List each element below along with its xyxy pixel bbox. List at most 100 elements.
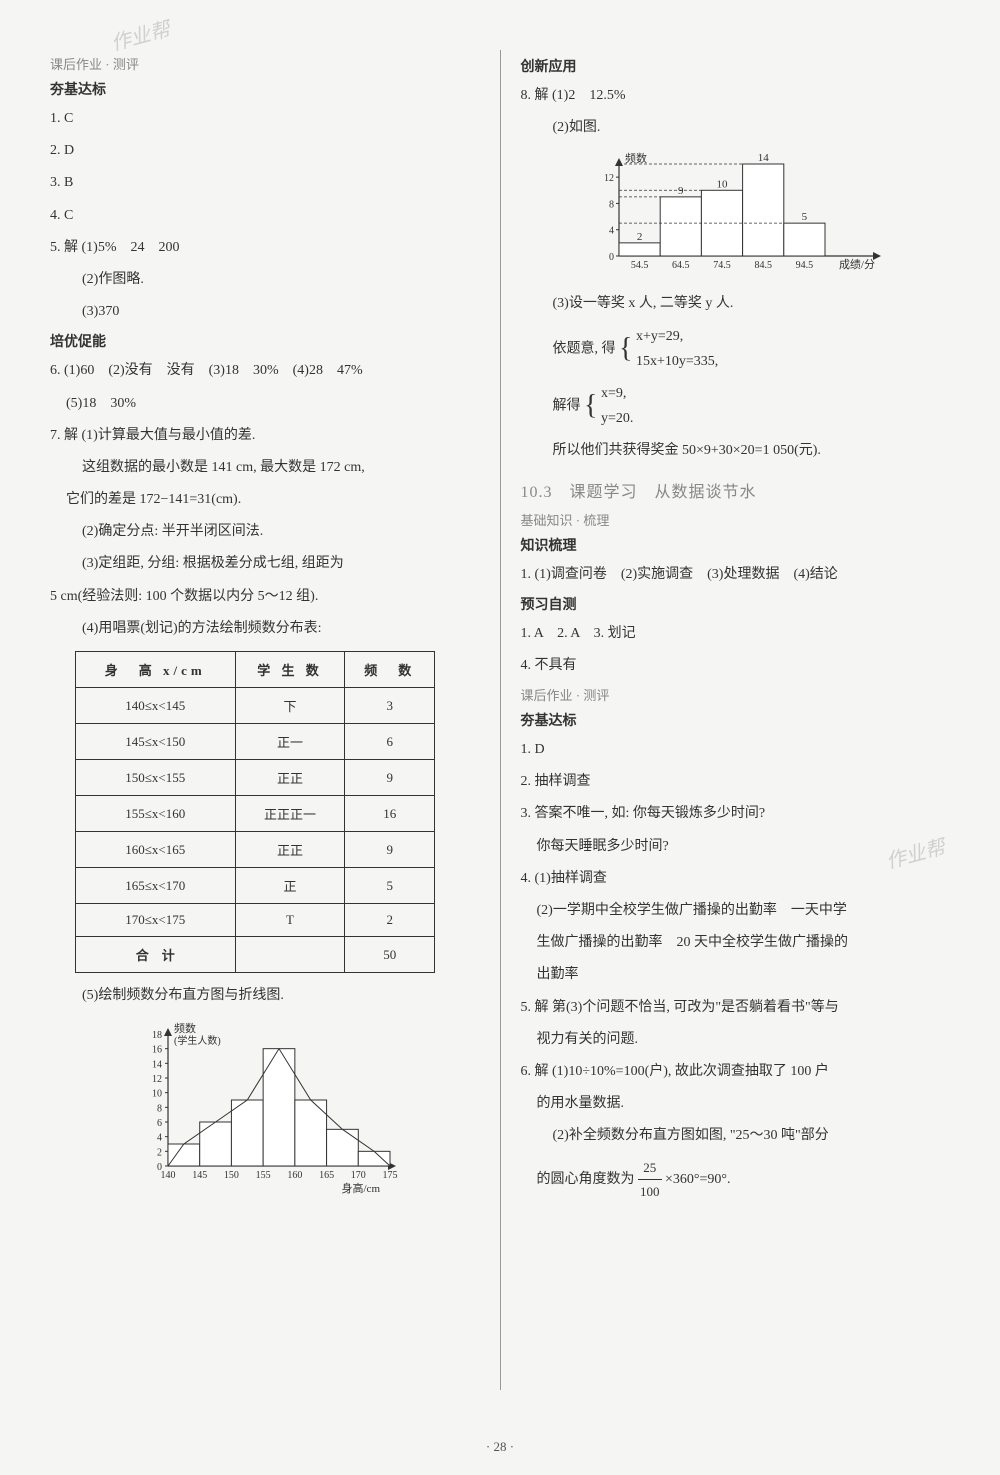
svg-text:4: 4 xyxy=(157,1133,162,1144)
left-column: 课后作业 · 测评 夯基达标 1. C 2. D 3. B 4. C 5. 解 … xyxy=(50,50,480,1390)
right-column: 创新应用 8. 解 (1)2 12.5% (2)如图. 0481254.564.… xyxy=(521,50,951,1390)
svg-text:54.5: 54.5 xyxy=(631,260,649,271)
answer-6a: 6. (1)60 (2)没有 没有 (3)18 30% (4)28 47% xyxy=(50,358,480,383)
svg-text:10: 10 xyxy=(152,1089,162,1100)
answer-8e: 解得 xyxy=(553,398,581,413)
svg-text:160: 160 xyxy=(287,1170,302,1181)
svg-text:成绩/分: 成绩/分 xyxy=(839,258,875,271)
page-number: · 28 · xyxy=(486,1439,514,1455)
answer-8c: (3)设一等奖 x 人, 二等奖 y 人. xyxy=(521,291,951,316)
svg-text:14: 14 xyxy=(152,1060,162,1071)
answer-8d: 依题意, 得 xyxy=(553,341,616,356)
eq1b: 15x+10y=335, xyxy=(636,349,718,374)
cell: 3 xyxy=(345,688,435,724)
svg-text:4: 4 xyxy=(609,226,614,237)
cell xyxy=(235,937,345,973)
eq2a: x=9, xyxy=(601,381,633,406)
svg-text:9: 9 xyxy=(678,185,684,197)
two-column-layout: 课后作业 · 测评 夯基达标 1. C 2. D 3. B 4. C 5. 解 … xyxy=(50,50,950,1390)
equation-system-2: x=9, y=20. xyxy=(601,381,633,431)
svg-text:150: 150 xyxy=(224,1170,239,1181)
brace-icon: { xyxy=(584,390,597,421)
cell: 150≤x<155 xyxy=(76,760,236,796)
answer-2: 2. D xyxy=(50,138,480,163)
r-answer-4b: (2)一学期中全校学生做广播操的出勤率 一天中学 xyxy=(521,898,951,923)
answer-7e: (3)定组距, 分组: 根据极差分成七组, 组距为 xyxy=(50,551,480,576)
svg-text:8: 8 xyxy=(157,1104,162,1115)
answer-7d: (2)确定分点: 半开半闭区间法. xyxy=(50,519,480,544)
svg-text:10: 10 xyxy=(717,179,729,191)
r-answer-6c: (2)补全频数分布直方图如图, "25～30 吨"部分 xyxy=(521,1123,951,1148)
brace-icon: { xyxy=(619,333,632,364)
r6d-post: ×360°=90°. xyxy=(665,1172,731,1187)
cell: 合 计 xyxy=(76,937,236,973)
r-answer-5a: 5. 解 第(3)个问题不恰当, 可改为"是否躺着看书"等与 xyxy=(521,995,951,1020)
heading-yuxi: 预习自测 xyxy=(521,594,951,614)
cell: 170≤x<175 xyxy=(76,904,236,937)
table-row: 165≤x<170正5 xyxy=(76,868,435,904)
histogram-chart-1: 024681012141618140145150155160165170175频… xyxy=(130,1016,400,1196)
heading-jijidabiao: 夯基达标 xyxy=(50,79,480,99)
cell: 2 xyxy=(345,904,435,937)
section-label: 课后作业 · 测评 xyxy=(50,54,480,73)
cell: 165≤x<170 xyxy=(76,868,236,904)
r-answer-4c: 生做广播操的出勤率 20 天中全校学生做广播操的 xyxy=(521,930,951,955)
svg-text:14: 14 xyxy=(758,152,770,164)
eq2b: y=20. xyxy=(601,406,633,431)
cell: 50 xyxy=(345,937,435,973)
answer-7f: 5 cm(经验法则: 100 个数据以内分 5～12 组). xyxy=(50,584,480,609)
heading-peiyou: 培优促能 xyxy=(50,331,480,351)
preview-1: 1. A 2. A 3. 划记 xyxy=(521,621,951,646)
svg-text:74.5: 74.5 xyxy=(714,260,732,271)
frac-num: 25 xyxy=(638,1156,662,1180)
answer-8f: 所以他们共获得奖金 50×9+30×20=1 050(元). xyxy=(521,438,951,463)
r-answer-5b: 视力有关的问题. xyxy=(521,1027,951,1052)
svg-text:频数: 频数 xyxy=(625,151,647,165)
section-10-3-title: 10.3 课题学习 从数据谈节水 xyxy=(521,478,951,502)
cell: 正一 xyxy=(235,724,345,760)
cell: 正 xyxy=(235,868,345,904)
svg-text:145: 145 xyxy=(192,1170,207,1181)
svg-text:165: 165 xyxy=(319,1170,334,1181)
cell: 145≤x<150 xyxy=(76,724,236,760)
svg-text:94.5: 94.5 xyxy=(796,260,814,271)
r-answer-6b: 的用水量数据. xyxy=(521,1091,951,1116)
cell: 155≤x<160 xyxy=(76,796,236,832)
column-divider xyxy=(500,50,501,1390)
r-answer-3a: 3. 答案不唯一, 如: 你每天锻炼多少时间? xyxy=(521,801,951,826)
frequency-table: 身 高 x/cm 学 生 数 频 数 140≤x<145下3 145≤x<150… xyxy=(75,651,435,973)
cell: 6 xyxy=(345,724,435,760)
heading-chuangxin: 创新应用 xyxy=(521,56,951,76)
answer-5c: (3)370 xyxy=(50,299,480,324)
table-row: 155≤x<160正正正一16 xyxy=(76,796,435,832)
th-height: 身 高 x/cm xyxy=(76,652,236,688)
r-answer-4a: 4. (1)抽样调查 xyxy=(521,866,951,891)
answer-8b: (2)如图. xyxy=(521,115,951,140)
cell: 140≤x<145 xyxy=(76,688,236,724)
knowledge-1: 1. (1)调查问卷 (2)实施调查 (3)处理数据 (4)结论 xyxy=(521,562,951,587)
svg-text:0: 0 xyxy=(609,252,614,263)
r-answer-1: 1. D xyxy=(521,737,951,762)
answer-5b: (2)作图略. xyxy=(50,267,480,292)
answer-3: 3. B xyxy=(50,170,480,195)
cell: 正正 xyxy=(235,832,345,868)
cell: 下 xyxy=(235,688,345,724)
answer-8d-row: 依题意, 得 { x+y=29, 15x+10y=335, xyxy=(521,324,951,374)
svg-text:12: 12 xyxy=(152,1074,162,1085)
svg-text:175: 175 xyxy=(382,1170,397,1181)
svg-text:64.5: 64.5 xyxy=(672,260,690,271)
answer-7h: (5)绘制频数分布直方图与折线图. xyxy=(50,983,480,1008)
eq1a: x+y=29, xyxy=(636,324,718,349)
svg-text:5: 5 xyxy=(802,212,808,224)
answer-6b: (5)18 30% xyxy=(50,391,480,416)
frac-den: 100 xyxy=(638,1180,662,1203)
answer-7g: (4)用唱票(划记)的方法绘制频数分布表: xyxy=(50,616,480,641)
cell: 9 xyxy=(345,832,435,868)
chart2-container: 0481254.564.574.584.594.52910145频数成绩/分 xyxy=(521,148,951,283)
cell: 9 xyxy=(345,760,435,796)
cell: 正正 xyxy=(235,760,345,796)
svg-text:84.5: 84.5 xyxy=(755,260,773,271)
cell: 16 xyxy=(345,796,435,832)
answer-8a: 8. 解 (1)2 12.5% xyxy=(521,83,951,108)
heading-zhishi: 知识梳理 xyxy=(521,535,951,555)
